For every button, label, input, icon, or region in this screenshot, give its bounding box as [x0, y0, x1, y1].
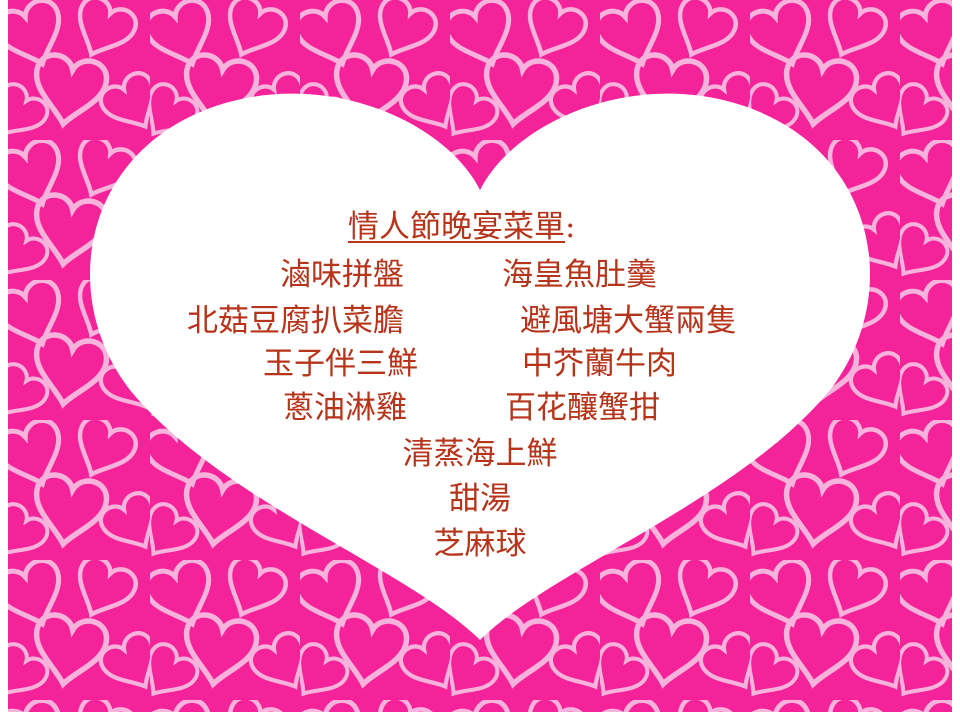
menu-item: 芝麻球 [433, 526, 527, 562]
menu-item: 清蒸海上鮮 [402, 436, 558, 472]
menu-item: 中芥蘭牛肉 [522, 346, 677, 382]
menu-item: 甜湯 [449, 481, 511, 517]
menu-title-colon: : [565, 209, 576, 245]
menu-item: 避風塘大蟹兩隻 [520, 303, 737, 339]
menu-title-text: 情人節晚宴菜單 [348, 209, 565, 245]
menu-item: 百花釀蟹拑 [505, 390, 660, 426]
menu-item: 海皇魚肚羹 [502, 257, 657, 293]
main-heart-shape [90, 93, 870, 640]
menu-item: 蔥油淋雞 [283, 390, 407, 426]
menu-item: 玉子伴三鮮 [263, 346, 418, 382]
menu-item: 北菇豆腐扒菜膽 [187, 303, 404, 339]
menu-title: 情人節晚宴菜單: [348, 212, 618, 243]
menu-item: 滷味拼盤 [280, 257, 404, 293]
